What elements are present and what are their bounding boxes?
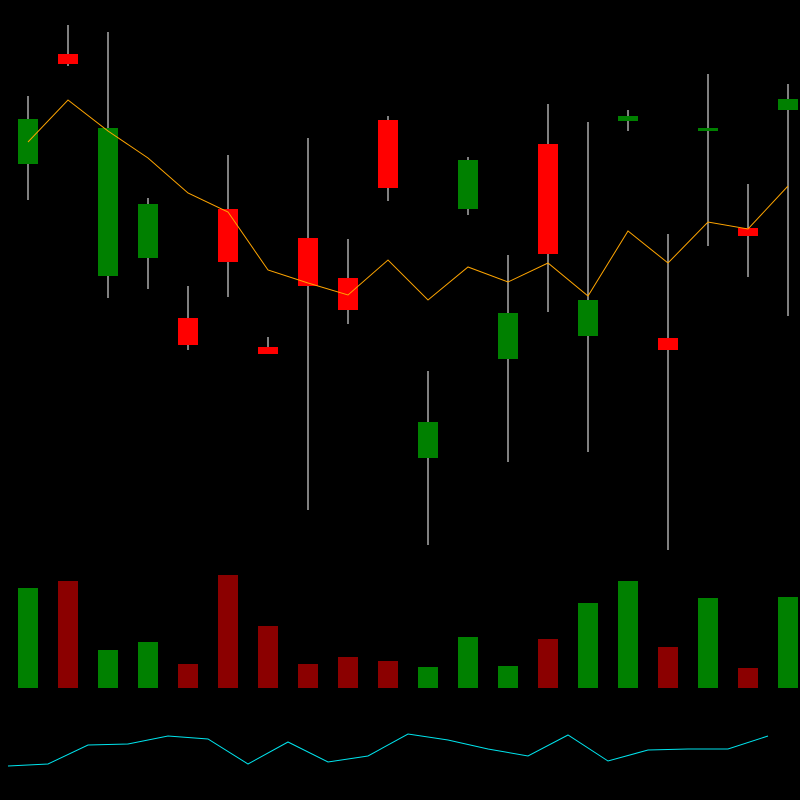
candle-body <box>738 228 758 236</box>
candle-body <box>378 120 398 188</box>
volume-bar <box>18 588 38 688</box>
candle-body <box>258 347 278 354</box>
candle-body <box>618 116 638 121</box>
candle-body <box>58 54 78 64</box>
candle-body <box>218 209 238 262</box>
candle-body <box>98 128 118 276</box>
candle-body <box>418 422 438 458</box>
volume-bar <box>618 581 638 688</box>
volume-bar <box>698 598 718 688</box>
volume-bar <box>458 637 478 688</box>
candle-body <box>538 144 558 254</box>
candle-body <box>578 300 598 336</box>
candle-body <box>658 338 678 350</box>
moving-average <box>27 99 789 301</box>
candle-body <box>458 160 478 209</box>
volume-bar <box>298 664 318 688</box>
volume-bar <box>338 657 358 688</box>
candle-body <box>778 99 798 110</box>
volume-bar <box>138 642 158 688</box>
volume-bar <box>98 650 118 688</box>
candle-body <box>178 318 198 345</box>
candle-body <box>298 238 318 286</box>
candle-body <box>138 204 158 258</box>
volume-bar <box>258 626 278 688</box>
indicator-line <box>7 733 769 767</box>
volume-bar <box>498 666 518 688</box>
volume-bar <box>538 639 558 688</box>
volume-bar <box>418 667 438 688</box>
volume-bar <box>58 581 78 688</box>
candle-body <box>698 128 718 131</box>
candle-body <box>498 313 518 359</box>
volume-bar <box>378 661 398 688</box>
volume-bar <box>658 647 678 688</box>
volume-bar <box>178 664 198 688</box>
volume-bar <box>578 603 598 688</box>
volume-bar <box>738 668 758 688</box>
candle-body <box>338 278 358 310</box>
volume-bar <box>778 597 798 688</box>
volume-bar <box>218 575 238 688</box>
